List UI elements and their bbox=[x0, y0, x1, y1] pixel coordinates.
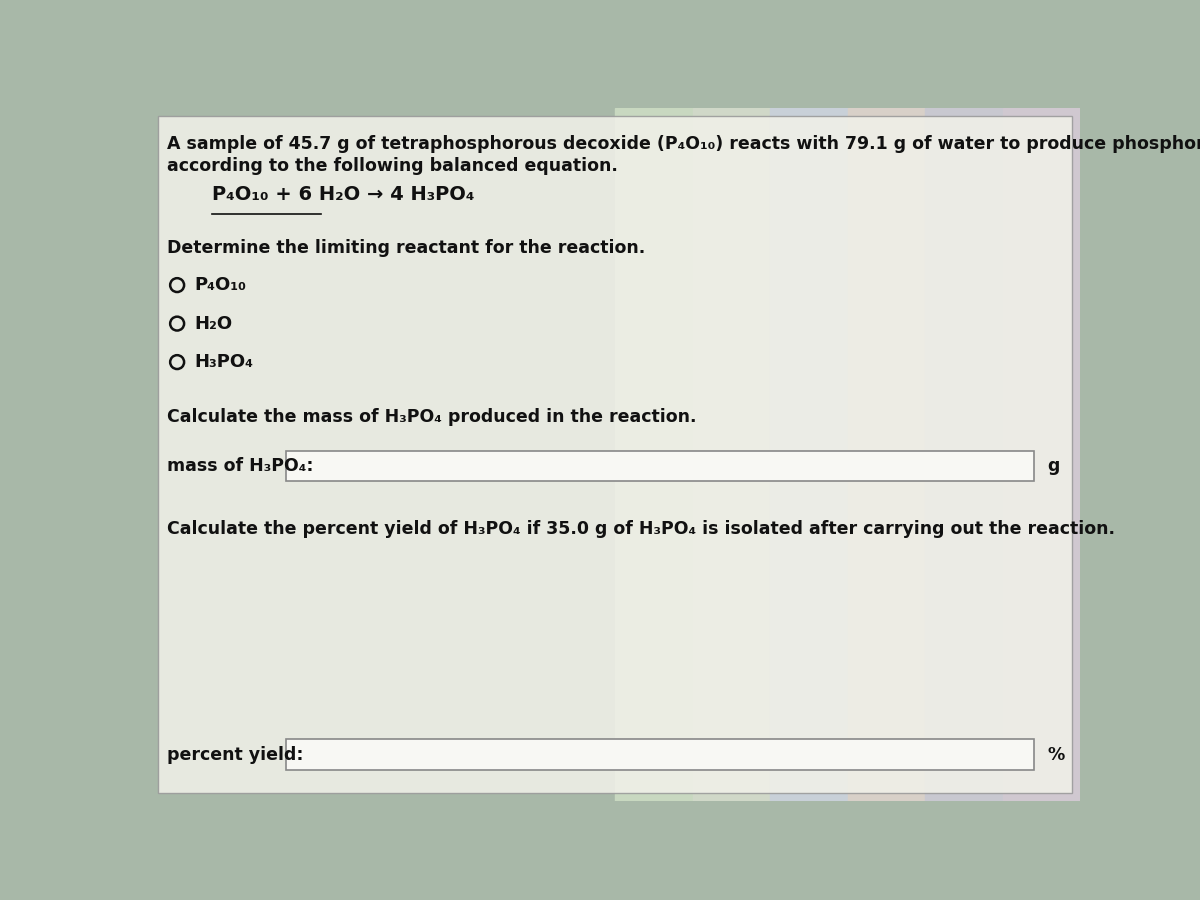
Text: g: g bbox=[1048, 457, 1060, 475]
FancyBboxPatch shape bbox=[286, 740, 1033, 770]
Text: H₃PO₄: H₃PO₄ bbox=[194, 353, 253, 371]
Text: A sample of 45.7 g of tetraphosphorous decoxide (P₄O₁₀) reacts with 79.1 g of wa: A sample of 45.7 g of tetraphosphorous d… bbox=[167, 135, 1200, 153]
Text: percent yield:: percent yield: bbox=[167, 746, 304, 764]
Text: mass of H₃PO₄:: mass of H₃PO₄: bbox=[167, 457, 313, 475]
Text: P₄O₁₀: P₄O₁₀ bbox=[194, 276, 246, 294]
Bar bbox=[1002, 108, 1080, 801]
Text: Calculate the percent yield of H₃PO₄ if 35.0 g of H₃PO₄ is isolated after carryi: Calculate the percent yield of H₃PO₄ if … bbox=[167, 520, 1115, 538]
FancyBboxPatch shape bbox=[286, 451, 1033, 482]
Text: P₄O₁₀ + 6 H₂O → 4 H₃PO₄: P₄O₁₀ + 6 H₂O → 4 H₃PO₄ bbox=[212, 185, 474, 204]
Text: Determine the limiting reactant for the reaction.: Determine the limiting reactant for the … bbox=[167, 238, 646, 256]
Bar bbox=[616, 108, 692, 801]
Text: Calculate the mass of H₃PO₄ produced in the reaction.: Calculate the mass of H₃PO₄ produced in … bbox=[167, 409, 696, 427]
Bar bbox=[847, 108, 925, 801]
Bar bbox=[692, 108, 770, 801]
Bar bbox=[925, 108, 1002, 801]
Text: %: % bbox=[1048, 746, 1064, 764]
Text: H₂O: H₂O bbox=[194, 315, 233, 333]
Text: according to the following balanced equation.: according to the following balanced equa… bbox=[167, 157, 618, 175]
FancyBboxPatch shape bbox=[157, 116, 1073, 793]
Bar bbox=[770, 108, 847, 801]
